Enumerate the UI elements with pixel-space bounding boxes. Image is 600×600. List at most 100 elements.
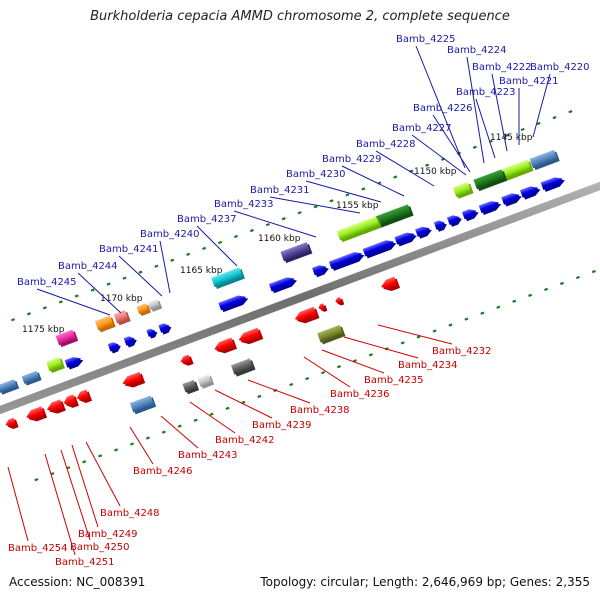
feature-face: [211, 267, 243, 288]
forward-leader-line: [341, 165, 405, 197]
feature-face: [501, 193, 520, 205]
feature-face: [158, 323, 170, 333]
forward-gene-label: Bamb_4226: [413, 103, 473, 114]
forward-gene-label: Bamb_4244: [58, 261, 118, 272]
feature-face: [446, 215, 460, 226]
feature-face: [230, 358, 254, 375]
tick-mark: [177, 424, 182, 428]
feature-face: [21, 370, 40, 384]
forward-gene-arrow: [21, 370, 42, 386]
tick-mark: [520, 127, 525, 132]
reverse-leader-line: [189, 401, 236, 434]
feature-face: [113, 309, 129, 324]
forward-gene-arrow: [362, 240, 397, 259]
forward-gene-arrow: [107, 342, 121, 354]
feature-face: [197, 374, 212, 387]
tick-mark: [82, 460, 87, 464]
feature-face: [46, 356, 63, 372]
forward-gene-arrow: [461, 209, 479, 222]
forward-leader-line: [475, 98, 496, 159]
reverse-gene-arrow: [238, 327, 264, 345]
forward-gene-arrow: [519, 186, 541, 200]
feature-face: [129, 395, 154, 413]
reverse-gene-arrow: [122, 371, 146, 388]
reverse-gene-label: Bamb_4243: [178, 450, 238, 461]
tick-mark: [575, 275, 580, 280]
tick-mark: [138, 270, 143, 274]
reverse-leader-line: [214, 389, 273, 419]
reverse-leader-line: [247, 379, 311, 404]
kbp-label: 1155 kbp: [336, 201, 379, 211]
tick-mark: [225, 406, 230, 410]
feature-face: [146, 328, 156, 337]
forward-gene-arrow: [499, 159, 534, 182]
forward-gene-arrow: [64, 357, 84, 370]
reverse-gene-label: Bamb_4249: [78, 529, 138, 540]
tick-mark: [345, 193, 350, 197]
reverse-gene-label: Bamb_4251: [55, 557, 115, 568]
reverse-leader-line: [60, 449, 91, 541]
tick-mark: [26, 312, 31, 316]
reverse-gene-arrow: [381, 276, 401, 292]
reverse-gene-arrow: [294, 306, 320, 324]
reverse-gene-label: Bamb_4238: [290, 405, 350, 416]
forward-gene-arrow: [336, 216, 382, 243]
forward-leader-line: [415, 45, 466, 169]
forward-gene-label: Bamb_4230: [286, 169, 346, 180]
feature-face: [335, 296, 343, 304]
tick-mark: [321, 370, 326, 375]
tick-mark: [281, 217, 286, 221]
reverse-gene-arrow: [26, 406, 48, 422]
map-title: Burkholderia cepacia AMMD chromosome 2, …: [90, 9, 510, 24]
tick-mark: [512, 299, 517, 303]
forward-leader-line: [491, 73, 508, 152]
forward-leader-line: [118, 255, 163, 297]
forward-gene-arrow: [123, 336, 137, 348]
forward-leader-line: [233, 210, 317, 238]
kbp-label: 1145 kbp: [490, 133, 533, 143]
forward-gene-label: Bamb_4237: [177, 214, 237, 225]
tick-mark: [504, 133, 509, 138]
tick-mark: [552, 115, 557, 120]
forward-leader-line: [411, 134, 467, 176]
reverse-gene-arrow: [76, 389, 93, 404]
tick-mark: [432, 329, 437, 333]
forward-gene-arrow: [268, 277, 297, 294]
forward-gene-arrow: [146, 328, 158, 339]
reverse-gene-label: Bamb_4235: [364, 375, 424, 386]
feature-face: [26, 406, 45, 420]
reverse-gene-label: Bamb_4234: [398, 360, 458, 371]
forward-gene-label: Bamb_4222: [472, 62, 532, 73]
tick-mark: [58, 300, 63, 304]
accession-text: Accession: NC_008391: [9, 575, 146, 589]
tick-mark: [544, 287, 549, 292]
reverse-gene-arrow: [182, 379, 200, 395]
forward-leader-line: [36, 288, 111, 316]
reverse-gene-arrow: [63, 394, 79, 408]
tick-mark: [329, 199, 334, 203]
forward-gene-label: Bamb_4221: [499, 76, 559, 87]
tick-mark: [154, 264, 159, 268]
reverse-gene-arrow: [180, 354, 194, 366]
feature-face: [94, 315, 114, 331]
tick-mark: [416, 335, 421, 339]
feature-face: [461, 209, 477, 220]
feature-face: [473, 169, 506, 190]
feature-face: [268, 277, 295, 292]
forward-gene-arrow: [394, 232, 417, 247]
feature-face: [76, 389, 90, 402]
forward-gene-arrow: [147, 299, 163, 312]
feature-face: [381, 276, 398, 290]
tick-mark: [559, 281, 565, 286]
reverse-leader-line: [160, 415, 199, 449]
tick-mark: [528, 293, 533, 297]
forward-gene-arrow: [211, 267, 245, 290]
feature-face: [415, 226, 430, 237]
reverse-gene-arrow: [129, 395, 157, 415]
tick-mark: [425, 163, 430, 167]
feature-face: [64, 357, 82, 368]
forward-leader-line: [269, 196, 361, 214]
tick-mark: [186, 252, 191, 256]
feature-face: [529, 149, 558, 169]
forward-gene-label: Bamb_4220: [530, 62, 590, 73]
